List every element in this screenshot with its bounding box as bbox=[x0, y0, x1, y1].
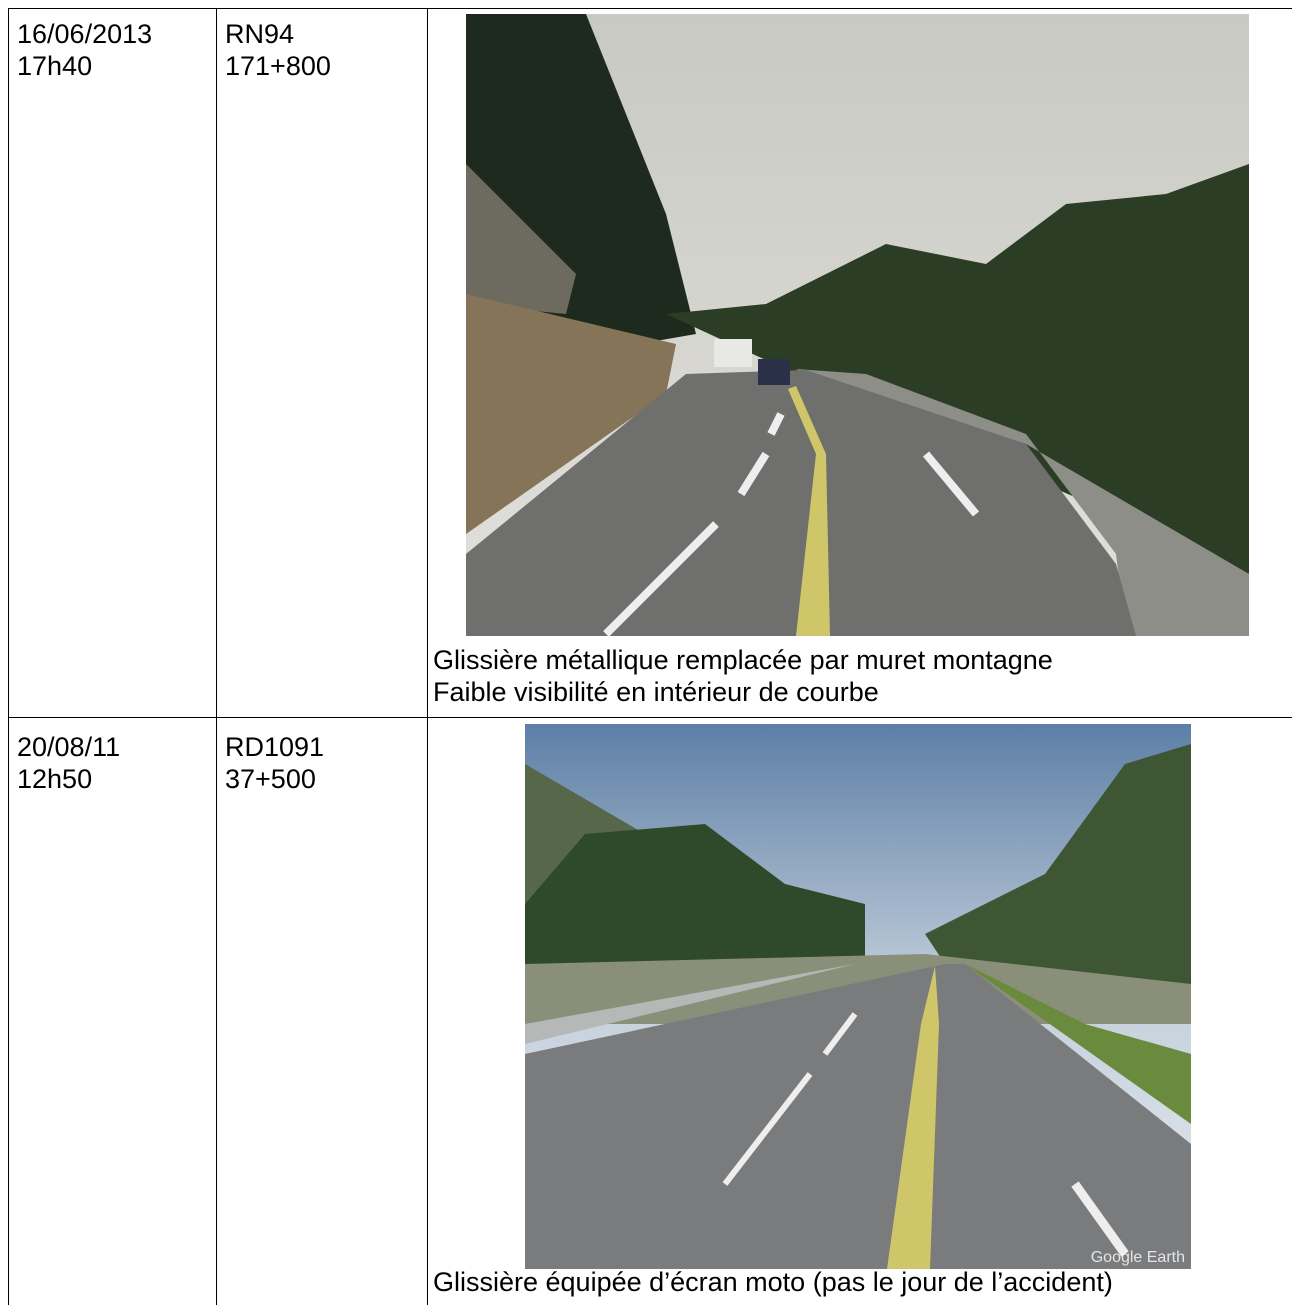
col-border bbox=[216, 8, 217, 1305]
road-photo: Google Earth bbox=[525, 724, 1191, 1269]
watermark: Google Earth bbox=[1091, 1249, 1185, 1266]
date: 16/06/2013 bbox=[17, 18, 152, 50]
table-border bbox=[8, 8, 1292, 9]
road: RN94 bbox=[225, 18, 294, 50]
col-border bbox=[427, 8, 428, 1305]
time: 17h40 bbox=[17, 50, 92, 82]
caption: Glissière équipée d’écran moto (pas le j… bbox=[433, 1266, 1113, 1298]
date: 20/08/11 bbox=[17, 731, 120, 763]
time: 12h50 bbox=[17, 763, 92, 795]
caption: Glissière métallique remplacée par muret… bbox=[433, 644, 1053, 676]
page: 16/06/2013 17h40 RN94 171+800 Glissière … bbox=[0, 0, 1292, 1305]
pr: 37+500 bbox=[225, 763, 316, 795]
pr: 171+800 bbox=[225, 50, 331, 82]
caption: Faible visibilité en intérieur de courbe bbox=[433, 676, 879, 708]
road-photo bbox=[466, 14, 1249, 636]
road: RD1091 bbox=[225, 731, 324, 763]
col-border bbox=[8, 8, 9, 1305]
row-border bbox=[8, 717, 1292, 718]
